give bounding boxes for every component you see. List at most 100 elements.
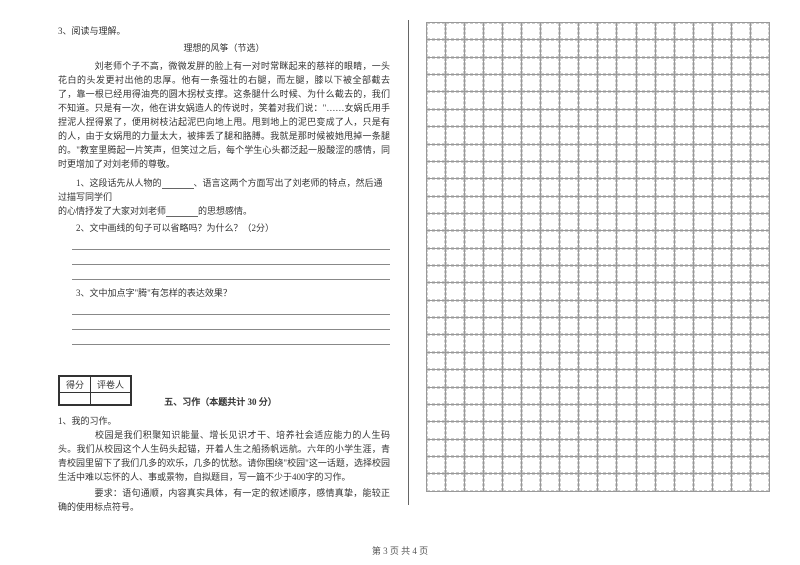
grid-cell[interactable]	[617, 283, 636, 300]
grid-cell[interactable]	[712, 248, 731, 265]
grid-cell[interactable]	[522, 179, 541, 196]
grid-cell[interactable]	[712, 109, 731, 126]
grid-cell[interactable]	[484, 231, 503, 248]
grid-cell[interactable]	[579, 213, 598, 230]
grid-cell[interactable]	[579, 248, 598, 265]
grid-cell[interactable]	[674, 196, 693, 213]
grid-cell[interactable]	[446, 370, 465, 387]
grid-cell[interactable]	[560, 179, 579, 196]
grid-cell[interactable]	[617, 179, 636, 196]
grid-cell[interactable]	[731, 127, 750, 144]
grid-cell[interactable]	[446, 352, 465, 369]
grid-cell[interactable]	[503, 109, 522, 126]
grid-cell[interactable]	[636, 335, 655, 352]
grid-cell[interactable]	[465, 196, 484, 213]
grid-cell[interactable]	[731, 266, 750, 283]
grid-cell[interactable]	[427, 318, 446, 335]
grid-cell[interactable]	[446, 456, 465, 473]
grid-cell[interactable]	[598, 456, 617, 473]
grid-cell[interactable]	[750, 57, 769, 74]
grid-cell[interactable]	[617, 109, 636, 126]
grid-cell[interactable]	[731, 474, 750, 492]
grid-cell[interactable]	[465, 231, 484, 248]
grid-cell[interactable]	[541, 127, 560, 144]
grid-cell[interactable]	[522, 404, 541, 421]
grid-cell[interactable]	[731, 196, 750, 213]
grid-cell[interactable]	[579, 335, 598, 352]
grid-cell[interactable]	[484, 439, 503, 456]
grid-cell[interactable]	[522, 144, 541, 161]
grid-cell[interactable]	[484, 213, 503, 230]
grid-cell[interactable]	[598, 352, 617, 369]
grid-cell[interactable]	[484, 474, 503, 492]
grid-cell[interactable]	[712, 335, 731, 352]
grid-cell[interactable]	[636, 213, 655, 230]
grid-cell[interactable]	[731, 370, 750, 387]
grid-cell[interactable]	[522, 40, 541, 57]
grid-cell[interactable]	[655, 144, 674, 161]
grid-cell[interactable]	[560, 266, 579, 283]
grid-cell[interactable]	[598, 404, 617, 421]
grid-cell[interactable]	[712, 196, 731, 213]
grid-cell[interactable]	[674, 370, 693, 387]
grid-cell[interactable]	[465, 23, 484, 40]
grid-cell[interactable]	[484, 283, 503, 300]
grid-cell[interactable]	[617, 456, 636, 473]
grid-cell[interactable]	[446, 335, 465, 352]
grid-cell[interactable]	[617, 75, 636, 92]
grid-cell[interactable]	[427, 387, 446, 404]
grid-cell[interactable]	[636, 404, 655, 421]
grid-cell[interactable]	[712, 266, 731, 283]
grid-cell[interactable]	[674, 404, 693, 421]
grid-cell[interactable]	[636, 196, 655, 213]
grid-cell[interactable]	[446, 40, 465, 57]
grid-cell[interactable]	[731, 92, 750, 109]
grid-cell[interactable]	[750, 92, 769, 109]
grid-cell[interactable]	[750, 161, 769, 178]
grid-cell[interactable]	[693, 75, 712, 92]
grid-cell[interactable]	[636, 300, 655, 317]
grid-cell[interactable]	[636, 352, 655, 369]
grid-cell[interactable]	[427, 439, 446, 456]
grid-cell[interactable]	[750, 335, 769, 352]
grid-cell[interactable]	[484, 196, 503, 213]
grid-cell[interactable]	[579, 23, 598, 40]
grader-cell[interactable]	[91, 393, 131, 405]
grid-cell[interactable]	[617, 248, 636, 265]
grid-cell[interactable]	[503, 439, 522, 456]
grid-cell[interactable]	[731, 387, 750, 404]
grid-cell[interactable]	[560, 248, 579, 265]
grid-cell[interactable]	[750, 387, 769, 404]
grid-cell[interactable]	[598, 266, 617, 283]
grid-cell[interactable]	[522, 422, 541, 439]
grid-cell[interactable]	[427, 213, 446, 230]
grid-cell[interactable]	[750, 266, 769, 283]
grid-cell[interactable]	[731, 75, 750, 92]
grid-cell[interactable]	[598, 387, 617, 404]
grid-cell[interactable]	[655, 127, 674, 144]
grid-cell[interactable]	[503, 161, 522, 178]
grid-cell[interactable]	[731, 404, 750, 421]
grid-cell[interactable]	[693, 300, 712, 317]
grid-cell[interactable]	[674, 422, 693, 439]
grid-cell[interactable]	[750, 456, 769, 473]
grid-cell[interactable]	[579, 144, 598, 161]
grid-cell[interactable]	[446, 266, 465, 283]
grid-cell[interactable]	[503, 248, 522, 265]
grid-cell[interactable]	[655, 439, 674, 456]
grid-cell[interactable]	[655, 179, 674, 196]
grid-cell[interactable]	[750, 370, 769, 387]
grid-cell[interactable]	[655, 231, 674, 248]
grid-cell[interactable]	[731, 300, 750, 317]
grid-cell[interactable]	[541, 57, 560, 74]
grid-cell[interactable]	[522, 127, 541, 144]
grid-cell[interactable]	[522, 439, 541, 456]
grid-cell[interactable]	[522, 231, 541, 248]
grid-cell[interactable]	[427, 75, 446, 92]
grid-cell[interactable]	[446, 248, 465, 265]
grid-cell[interactable]	[598, 161, 617, 178]
q1-blank-1[interactable]	[162, 178, 194, 189]
grid-cell[interactable]	[674, 109, 693, 126]
grid-cell[interactable]	[579, 352, 598, 369]
grid-cell[interactable]	[712, 161, 731, 178]
